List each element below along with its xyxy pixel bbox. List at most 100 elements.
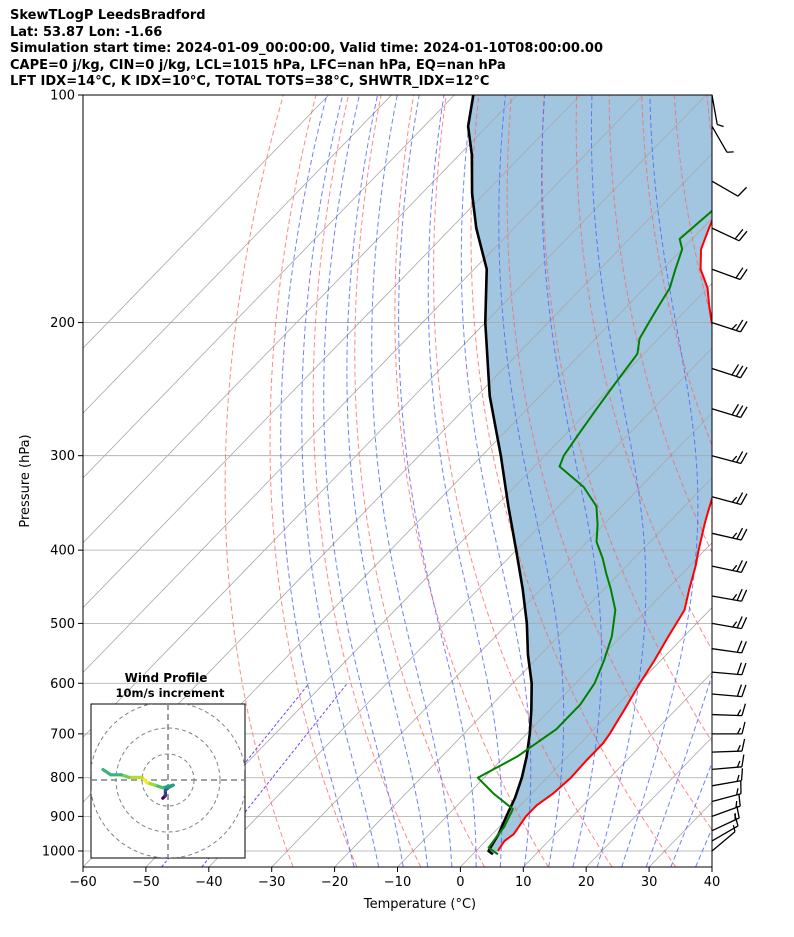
wind-barb-260 [711, 403, 748, 419]
barb-feather [736, 588, 743, 601]
isotherm-line [83, 95, 329, 349]
moist-adiabat-line [346, 95, 429, 867]
wind-barb-700 [712, 721, 746, 735]
barb-feather [738, 230, 748, 242]
moist-adiabat-line [645, 673, 712, 867]
wind-barb-170 [711, 267, 748, 281]
barb-shaft [711, 455, 742, 465]
isotherm-line [83, 95, 392, 414]
dry-adiabat-line [224, 95, 294, 867]
wind-barb-540 [711, 640, 747, 654]
barb-shaft [711, 750, 743, 753]
time-line: Simulation start time: 2024-01-09_00:00:… [10, 41, 603, 56]
parcel-shade-area [468, 95, 712, 855]
barb-shaft [711, 532, 742, 541]
moist-adiabat-line [541, 95, 603, 867]
wind-barb-820 [711, 768, 744, 787]
barb-feather [741, 703, 747, 716]
moist-adiabat-line [498, 95, 565, 867]
barb-shaft [711, 180, 739, 197]
isotherm-line [83, 95, 518, 544]
y-tick-label-400: 400 [50, 544, 75, 559]
isotherm-line [460, 607, 712, 867]
dry-adiabat-line [506, 95, 712, 831]
barb-shaft [711, 125, 728, 153]
x-tick-label-20: 20 [578, 875, 595, 890]
barb-feather [735, 405, 744, 417]
barb-shaft [711, 693, 742, 698]
barb-feather [741, 754, 745, 767]
isotherm-line [208, 347, 712, 867]
y-tick-label-500: 500 [50, 617, 75, 632]
barb-feather [741, 738, 746, 752]
x-tick-label--20: −20 [321, 875, 348, 890]
barb-shaft [711, 825, 739, 842]
dry-adiabat-line [354, 95, 485, 867]
barb-shaft [711, 321, 741, 333]
barb-shaft [711, 622, 742, 630]
barb-shaft [711, 565, 742, 574]
barb-shaft [711, 831, 736, 852]
barb-feather [740, 493, 748, 505]
barb-feather [736, 560, 743, 572]
barb-feather [739, 268, 748, 280]
barb-feather [731, 496, 738, 503]
wind-barb-150 [711, 227, 748, 242]
barb-shaft [711, 408, 741, 419]
barb-feather [736, 616, 743, 629]
inset-subtitle: 10m/s increment [116, 686, 225, 700]
moist-adiabat-line [621, 95, 699, 867]
x-tick-label--10: −10 [384, 875, 411, 890]
barb-shaft [711, 227, 740, 242]
barb-feather [732, 593, 738, 601]
grid-layer [83, 95, 794, 867]
barb-feather [735, 365, 744, 377]
barb-feather [739, 321, 748, 333]
barb-shaft [711, 793, 742, 803]
barb-shaft [711, 713, 743, 717]
barb-feather [740, 406, 748, 418]
series-layer [466, 95, 712, 856]
barb-feather [735, 319, 744, 331]
moist-adiabat-line [323, 95, 404, 867]
x-tick-label--40: −40 [195, 875, 222, 890]
isotherm-line [83, 95, 644, 674]
x-tick-label--60: −60 [69, 875, 96, 890]
barb-feather [736, 492, 744, 504]
parcel-profile-line [466, 95, 533, 856]
wind-barb-340 [711, 492, 748, 506]
dewpoint-profile-line [476, 209, 712, 856]
dry-adiabat-line [772, 95, 794, 867]
barb-shaft [711, 595, 742, 602]
barb-feather [736, 684, 743, 697]
barb-feather [741, 662, 747, 675]
barb-shaft [711, 766, 742, 771]
barb-shaft [711, 779, 742, 787]
barb-feather [732, 621, 738, 628]
dry-adiabat-line [641, 95, 712, 447]
wind-barb-300 [711, 451, 748, 465]
wind-barb-900 [711, 793, 741, 818]
barb-feather [741, 684, 747, 697]
wind-barb-130 [711, 180, 748, 197]
moist-adiabat-line [371, 95, 453, 867]
dry-adiabat-line [575, 95, 712, 651]
moist-adiabat-line [398, 95, 477, 867]
wind-barb-970 [711, 813, 739, 842]
isotherm-line [334, 477, 712, 867]
barb-feather [736, 727, 742, 735]
barb-feather [731, 455, 738, 462]
barb-feather [731, 364, 740, 376]
location-line: Lat: 53.87 Lon: -1.66 [10, 24, 163, 40]
x-tick-label--50: −50 [132, 875, 159, 890]
barb-shaft [711, 671, 742, 676]
isotherm-line [145, 282, 712, 867]
y-tick-label-200: 200 [50, 316, 75, 331]
barb-feather [717, 123, 724, 128]
isotherm-line [83, 95, 581, 609]
inset-title: Wind Profile [125, 671, 208, 685]
x-axis: −60 −50 −40 −30 −20 −10 0 10 20 30 40 [69, 867, 720, 890]
x-tick-label--30: −30 [258, 875, 285, 890]
barb-shaft [711, 805, 741, 818]
